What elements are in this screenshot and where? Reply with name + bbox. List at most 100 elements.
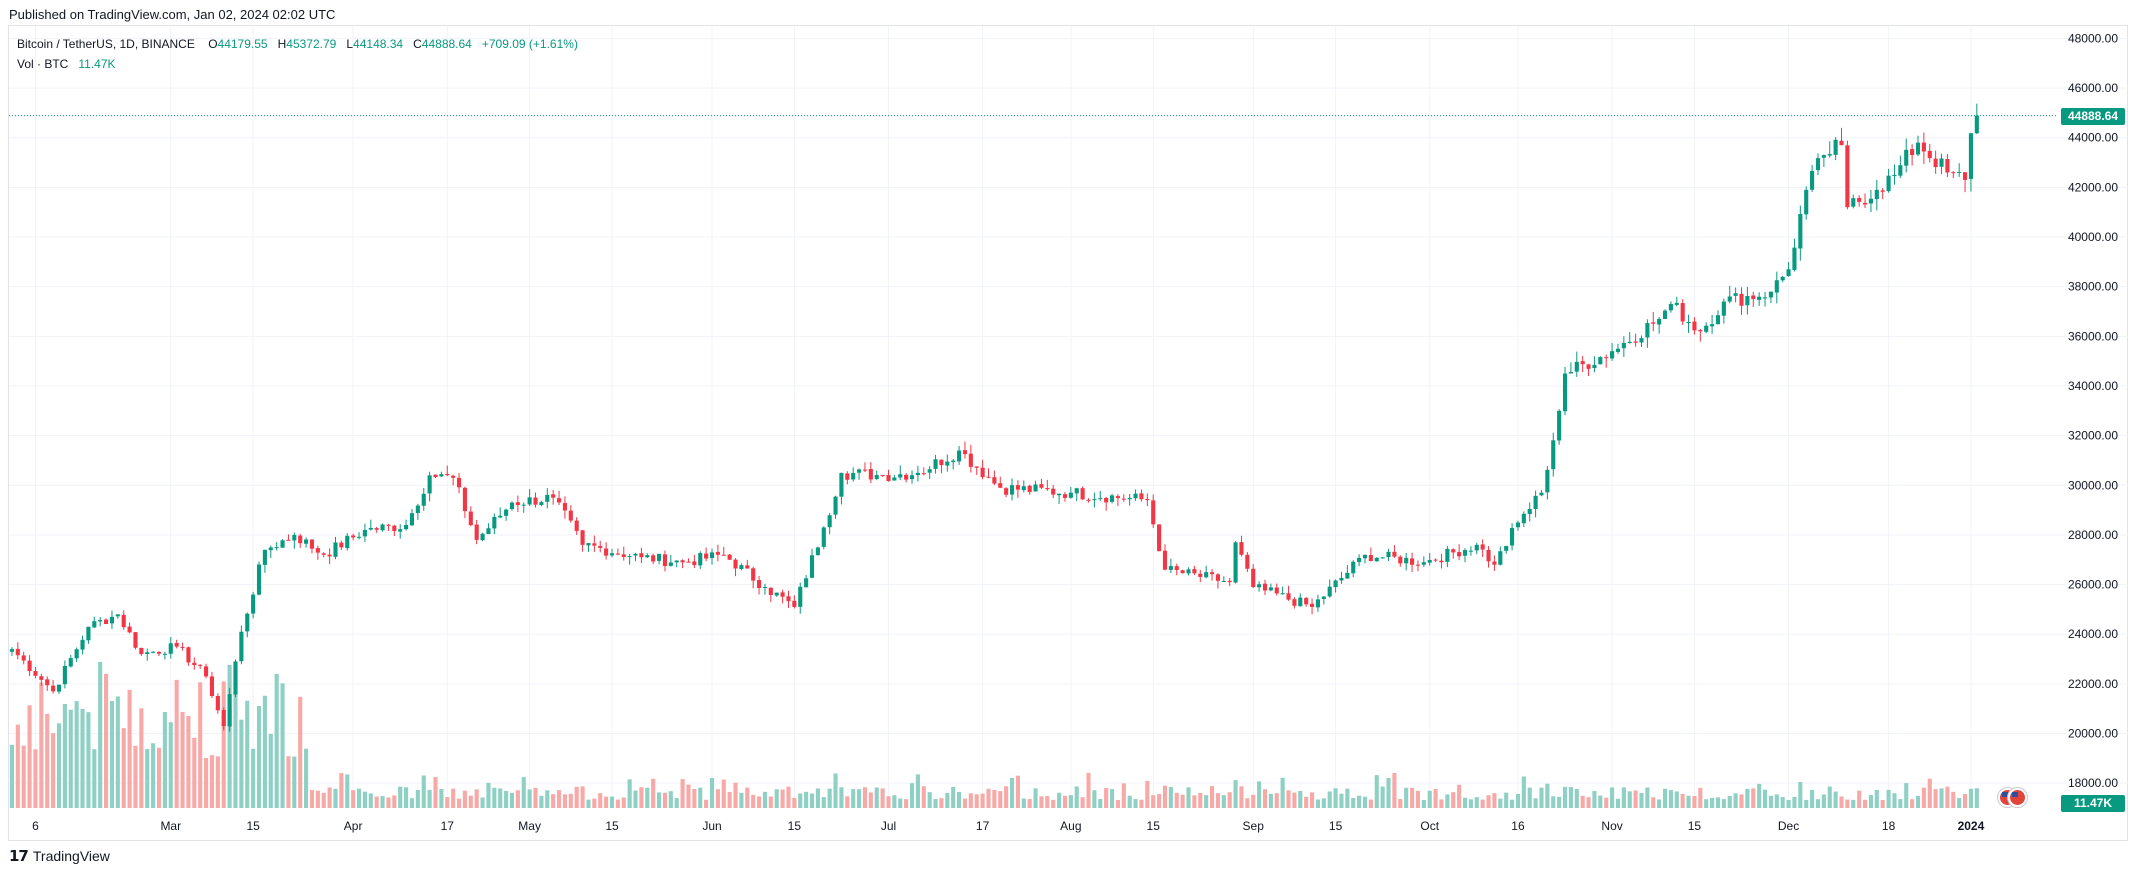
candle-body [674,560,679,563]
candle-body [339,542,344,548]
volume-bar [1521,776,1526,808]
candle-body [1145,498,1150,501]
volume-bar [1451,792,1456,808]
candle-body [21,655,26,661]
volume-bar [33,749,38,808]
volume-bar [45,713,50,808]
candle-body [1821,155,1826,158]
volume-bar [56,723,62,808]
volume-bar [498,788,503,808]
volume-bar [492,787,497,808]
volume-bar [1710,797,1715,808]
candle-body [1115,496,1120,499]
us-flag-event-icon-2[interactable] [2008,788,2027,807]
candle-body [168,643,173,654]
y-tick-label: 42000.00 [2068,180,2118,194]
x-tick-label: 2024 [1958,819,1985,833]
candle-body [592,543,597,546]
candle-body [1321,596,1326,600]
volume-bar [1380,786,1385,808]
volume-bar [1557,796,1562,808]
candle-body [1186,569,1191,574]
volume-bar [1009,777,1015,808]
candle-body [1786,269,1791,277]
candle-body [668,562,673,566]
tradingview-logo-icon: 𝟭𝟳 [9,848,29,865]
candle-body [398,529,403,532]
candle-body [239,631,244,662]
candle-body [380,524,385,531]
candle-body [886,475,891,482]
candle-body [1686,321,1691,323]
y-tick-label: 36000.00 [2068,329,2118,343]
volume-bar [1821,794,1826,808]
candle-body [198,664,203,666]
volume-bar [198,682,203,808]
candle-body [1515,522,1521,528]
volume-bar [1486,795,1491,808]
volume-bar [1145,780,1150,808]
candle-body [139,647,144,655]
volume-bar [345,774,350,808]
legend-volume-label[interactable]: Vol · BTC [17,57,69,71]
candle-body [1810,170,1815,190]
candle-body [404,524,409,530]
candle-body [845,473,850,480]
legend-volume-value: 11.47K [78,57,116,71]
candle-body [951,460,956,463]
candle-body [1039,484,1044,488]
volume-bar [1457,784,1462,808]
volume-bar [1127,795,1132,808]
legend-symbol[interactable]: Bitcoin / TetherUS, 1D, BINANCE [17,37,195,51]
volume-bar [662,792,667,808]
candle-body [680,560,685,563]
candle-body [515,502,520,506]
chart-frame[interactable] [8,25,2128,841]
candle-body [468,511,473,526]
candle-body [1415,564,1421,566]
last-price-badge: 44888.64 [2061,107,2125,125]
volume-bar [1468,799,1473,808]
volume-bar [1251,794,1256,808]
volume-bar [1621,787,1626,808]
candle-body [1586,364,1591,369]
volume-bar [1721,799,1726,808]
candle-body [1474,544,1479,551]
volume-bar [939,798,944,808]
candle-body [692,561,697,566]
candle-body [321,553,326,555]
volume-bar [274,673,279,808]
candle-body [939,459,944,466]
candle-body [1033,484,1038,492]
y-tick-label: 26000.00 [2068,578,2118,592]
volume-bar [439,788,444,808]
candle-body [574,520,579,531]
volume-bar [1510,799,1515,808]
candle-body [1680,303,1685,322]
volume-bar [21,745,26,808]
tradingview-brand[interactable]: 𝟭𝟳 TradingView [9,847,110,865]
volume-bar [874,787,879,808]
candle-body [1404,557,1409,564]
volume-bar [1362,796,1368,808]
legend-price-row: Bitcoin / TetherUS, 1D, BINANCE O44179.5… [17,34,578,54]
y-tick-label: 32000.00 [2068,429,2118,443]
volume-bar [1545,783,1550,808]
volume-bar [315,790,320,808]
candle-body [780,592,785,597]
volume-bar [1239,786,1244,808]
legend-change: +709.09 (+1.61%) [481,37,578,51]
candle-body [1445,548,1450,562]
candle-body [480,533,485,541]
volume-bar [86,712,91,808]
volume-bar [51,733,56,808]
candle-body [1580,361,1585,365]
candle-body [1098,498,1103,500]
candle-body [221,709,226,727]
volume-bar [98,661,103,808]
x-tick-label: 17 [441,819,455,833]
candle-body [1151,500,1156,525]
x-tick-label: 15 [1147,819,1161,833]
volume-bar [921,786,926,808]
